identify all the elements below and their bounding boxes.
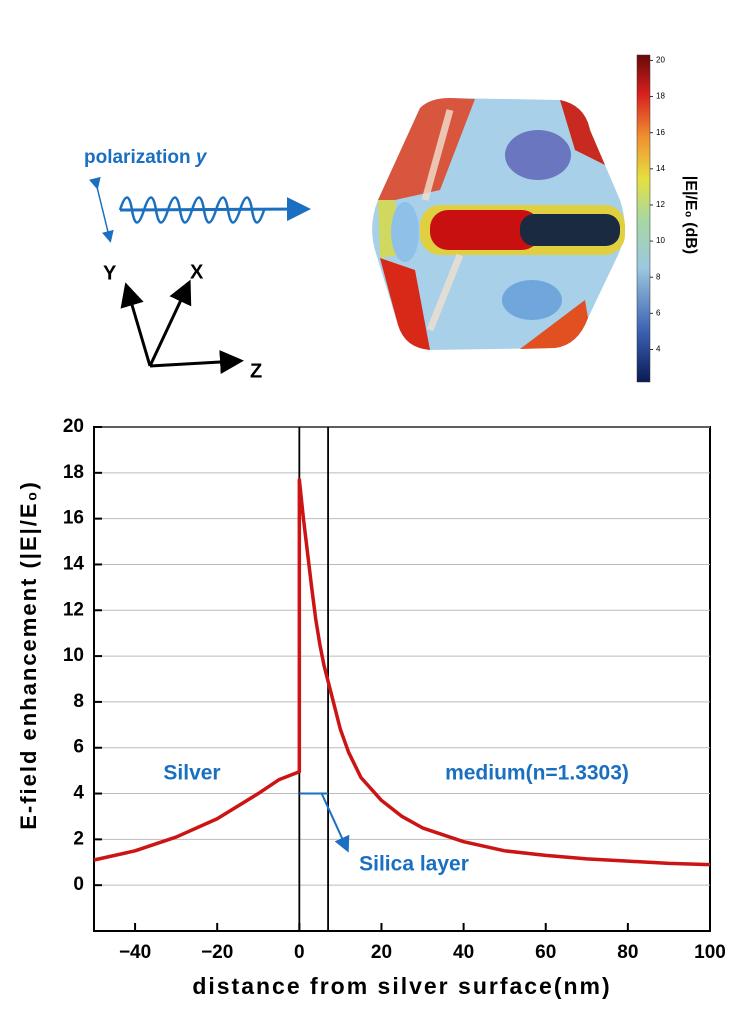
y-tick-label: 10	[63, 645, 84, 666]
x-tick-label: 60	[535, 942, 556, 963]
y-tick-label: 14	[63, 553, 85, 574]
x-tick-label: −40	[119, 942, 151, 963]
colorbar-tick-label: 6	[656, 308, 661, 317]
field-map	[372, 98, 625, 350]
colorbar-tick-label: 16	[656, 128, 665, 137]
x-tick-label: 0	[294, 942, 305, 963]
annotation: Silver	[163, 762, 220, 785]
polarization-label: polarization y	[84, 147, 208, 168]
layer-arrow	[320, 793, 350, 853]
illustration: polarization y Y X Z |E|/E₀ (dB)	[84, 54, 699, 383]
colorbar-tick-label: 18	[656, 92, 665, 101]
axis-label: X	[190, 261, 204, 283]
y-tick-label: 0	[73, 874, 84, 895]
x-tick-label: 40	[453, 942, 474, 963]
y-tick-label: 16	[63, 508, 84, 529]
propagation-arrow	[119, 197, 311, 222]
x-tick-label: −20	[201, 942, 233, 963]
y-tick-label: 4	[73, 783, 84, 804]
colorbar-label: |E|/E₀ (dB)	[682, 176, 699, 254]
colorbar-tick-label: 20	[656, 56, 665, 65]
axis-arrow	[149, 350, 244, 375]
axis-arrow	[148, 279, 192, 367]
polarization-arrow	[89, 176, 114, 243]
colorbar	[636, 54, 651, 383]
x-tick-label: 80	[617, 942, 638, 963]
x-tick-label: 20	[371, 942, 392, 963]
colorbar-tick-label: 14	[656, 164, 665, 173]
y-tick-label: 12	[63, 599, 84, 620]
axis-arrow	[120, 282, 152, 367]
y-tick-label: 6	[73, 737, 84, 758]
colorbar-tick-label: 4	[656, 345, 661, 354]
annotation: medium(n=1.3303)	[445, 762, 629, 785]
colorbar-tick-label: 12	[656, 200, 665, 209]
y-tick-label: 2	[73, 828, 84, 849]
y-tick-label: 8	[73, 691, 84, 712]
axis-label: Y	[103, 262, 117, 284]
axis-label: Z	[250, 360, 262, 382]
x-axis-label: distance from silver surface(nm)	[192, 973, 611, 999]
annotation: Silica layer	[359, 853, 469, 876]
y-tick-label: 18	[63, 462, 84, 483]
x-tick-label: 100	[694, 942, 726, 963]
y-tick-label: 20	[63, 416, 84, 437]
colorbar-tick-label: 8	[656, 272, 661, 281]
y-axis-label: E-field enhancement (|E|/E₀)	[16, 480, 41, 830]
colorbar-tick-label: 10	[656, 236, 665, 245]
data-line	[93, 477, 711, 867]
